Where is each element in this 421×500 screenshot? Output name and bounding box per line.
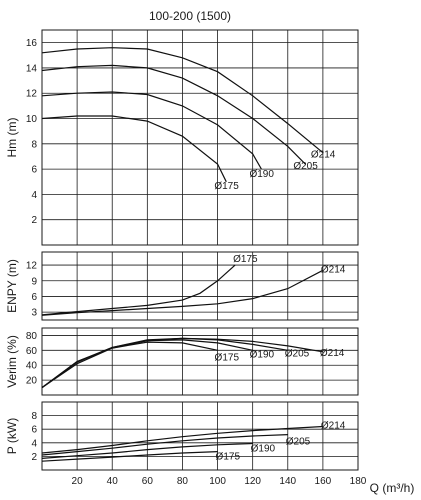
y-axis-title: Verim (%) [5,335,19,388]
y-tick-label: 3 [31,308,37,319]
curve-label-214: Ø214 [321,420,346,431]
curve-label-205: Ø205 [286,437,311,448]
panel-frame [41,29,359,246]
curve-label-205: Ø205 [293,161,318,172]
curve-label-214: Ø214 [311,150,336,161]
y-tick-label: 60 [26,346,38,357]
y-tick-label: 12 [26,261,38,272]
x-tick-label: 140 [279,476,296,487]
curve-label-190: Ø190 [249,169,274,180]
curve-p-205 [41,434,288,456]
y-tick-label: 40 [26,361,38,372]
y-axis-title: P (kW) [5,418,19,454]
curve-label-205: Ø205 [285,348,310,359]
x-tick-label: 20 [72,476,84,487]
curve-p-175 [41,451,218,462]
panel-frame [41,327,359,396]
curve-label-175: Ø175 [216,452,241,463]
curve-label-190: Ø190 [251,443,276,454]
chart-title: 100-200 (1500) [149,9,231,23]
curve-enpy-175 [41,264,236,316]
curve-enpy-214 [41,269,324,316]
panel-frame [41,251,359,321]
curve-label-214: Ø214 [320,348,345,359]
curve-hm-190 [41,91,262,170]
y-tick-label: 14 [26,63,38,74]
x-tick-label: 180 [350,476,367,487]
y-tick-label: 16 [26,38,38,49]
curve-hm-175 [41,115,227,183]
y-tick-label: 12 [26,89,38,100]
x-tick-label: 100 [209,476,226,487]
y-tick-label: 6 [31,292,37,303]
panel-enpy: 3 6 9 12 ENPY (m) Ø175 Ø214 [5,251,359,321]
curve-p-190 [41,442,253,459]
curve-label-175: Ø175 [214,181,239,192]
y-tick-label: 8 [31,411,37,422]
y-axis-title: Hm (m) [5,118,19,158]
x-tick-label: 120 [244,476,261,487]
y-tick-label: 10 [26,114,38,125]
panel-frame [41,401,359,471]
x-tick-label: 80 [177,476,189,487]
curve-label-175: Ø175 [215,352,240,363]
y-tick-label: 4 [31,438,37,449]
curve-verim-214 [41,337,323,389]
panel-p: 2 4 6 8 P (kW) Ø214 Ø205 Ø190 Ø175 20 40 60 80 100 120… [5,401,367,487]
y-tick-label: 20 [26,376,38,387]
panel-verim: 20 40 60 80 Verim (%) Ø175 Ø190 Ø205 Ø214 [5,327,359,396]
curve-p-214 [41,425,323,454]
y-tick-label: 8 [31,139,37,150]
y-tick-label: 4 [31,190,37,201]
curve-hm-205 [41,64,306,165]
y-axis-title: ENPY (m) [5,259,19,313]
x-tick-label: 60 [142,476,154,487]
x-tick-label: 40 [107,476,119,487]
y-tick-label: 2 [31,215,37,226]
curve-label-190: Ø190 [250,349,275,360]
curve-label-214: Ø214 [321,264,346,275]
y-tick-label: 9 [31,276,37,287]
curve-hm-214 [41,47,324,154]
curve-label-175: Ø175 [233,254,258,265]
y-tick-label: 6 [31,425,37,436]
x-axis-title: Q (m³/h) [370,481,415,495]
y-tick-label: 2 [31,452,37,463]
x-tick-label: 160 [315,476,332,487]
y-tick-label: 80 [26,331,38,342]
y-tick-label: 6 [31,165,37,176]
